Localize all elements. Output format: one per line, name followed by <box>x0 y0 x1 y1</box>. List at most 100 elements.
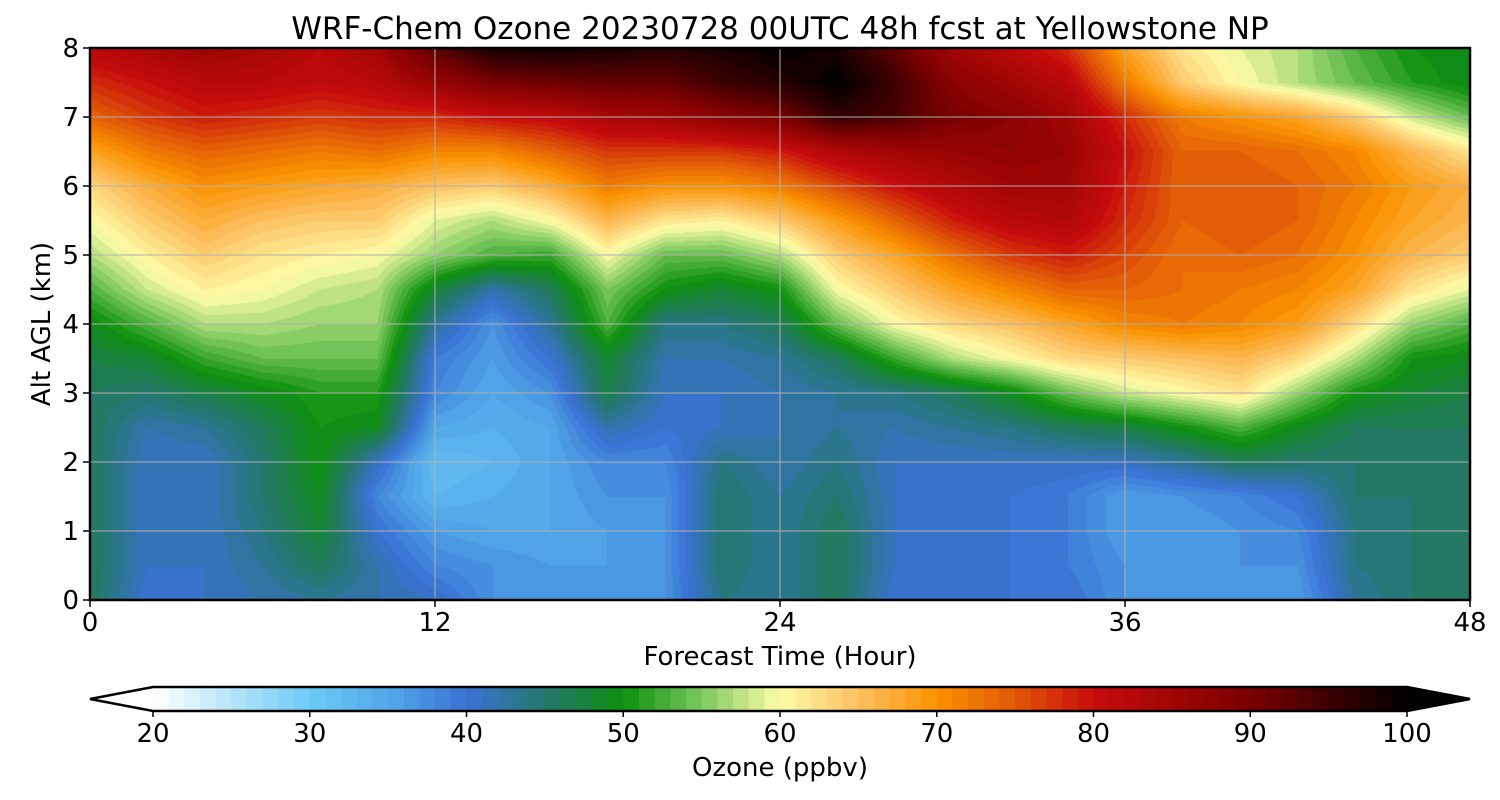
colorbar-band <box>1140 687 1157 711</box>
colorbar-band <box>1124 687 1142 711</box>
colorbar-band <box>1015 687 1032 711</box>
colorbar-band <box>717 687 734 711</box>
colorbar-band <box>294 687 311 711</box>
chart-title: WRF-Chem Ozone 20230728 00UTC 48h fcst a… <box>291 11 1268 47</box>
colorbar-band <box>1156 687 1173 711</box>
colorbar-bands <box>153 687 1408 711</box>
colorbar-band <box>1328 687 1345 711</box>
colorbar-band <box>827 687 844 711</box>
colorbar-band <box>184 687 201 711</box>
colorbar-band <box>701 687 718 711</box>
colorbar-band <box>341 687 358 711</box>
x-tick-label: 36 <box>1108 608 1141 638</box>
y-tick-label: 5 <box>62 241 79 271</box>
colorbar-band <box>231 687 248 711</box>
colorbar-band <box>858 687 875 711</box>
colorbar-band <box>153 687 170 711</box>
colorbar-band <box>1344 687 1361 711</box>
colorbar-band <box>1046 687 1063 711</box>
colorbar-band <box>654 687 671 711</box>
y-axis: 0 1 2 3 4 5 6 7 8 <box>62 34 90 616</box>
colorbar-band <box>435 687 452 711</box>
colorbar-band <box>1281 687 1298 711</box>
colorbar-band <box>842 687 859 711</box>
colorbar-band <box>372 687 389 711</box>
colorbar-band <box>262 687 280 711</box>
colorbar: 20 30 40 50 60 70 80 90 100 Ozone (ppbv) <box>89 685 1471 783</box>
colorbar-band <box>1234 687 1251 711</box>
colorbar-band <box>497 687 515 711</box>
colorbar-band <box>999 687 1016 711</box>
colorbar-band <box>905 687 922 711</box>
colorbar-band <box>560 687 577 711</box>
colorbar-band <box>482 687 499 711</box>
colorbar-tick-label: 70 <box>920 719 953 749</box>
colorbar-band <box>1203 687 1220 711</box>
colorbar-band <box>764 687 781 711</box>
x-tick-label: 24 <box>763 608 796 638</box>
colorbar-band <box>466 687 483 711</box>
x-tick-label: 48 <box>1453 608 1486 638</box>
colorbar-band <box>356 687 374 711</box>
y-tick-label: 1 <box>62 517 79 547</box>
colorbar-band <box>1391 687 1408 711</box>
colorbar-band <box>795 687 812 711</box>
colorbar-ticks: 20 30 40 50 60 70 80 90 100 <box>136 711 1432 749</box>
colorbar-tick-label: 60 <box>763 719 796 749</box>
colorbar-band <box>1187 687 1204 711</box>
colorbar-band <box>1359 687 1377 711</box>
colorbar-band <box>732 687 750 711</box>
colorbar-band <box>1250 687 1267 711</box>
colorbar-band <box>936 687 954 711</box>
colorbar-band <box>544 687 562 711</box>
colorbar-band <box>325 687 342 711</box>
colorbar-band <box>1218 687 1236 711</box>
colorbar-band <box>874 687 891 711</box>
y-axis-label: Alt AGL (km) <box>27 242 57 406</box>
colorbar-band <box>748 687 765 711</box>
colorbar-band <box>388 687 405 711</box>
y-tick-label: 6 <box>62 172 79 202</box>
colorbar-band <box>513 687 530 711</box>
colorbar-tick-label: 30 <box>293 719 326 749</box>
colorbar-tick-label: 50 <box>607 719 640 749</box>
x-axis: 0 12 24 36 48 <box>82 600 1487 638</box>
colorbar-band <box>168 687 185 711</box>
colorbar-band <box>1109 687 1126 711</box>
colorbar-band <box>247 687 264 711</box>
y-tick-label: 8 <box>62 34 79 64</box>
colorbar-band <box>1171 687 1189 711</box>
colorbar-label: Ozone (ppbv) <box>692 753 868 783</box>
colorbar-band <box>1265 687 1283 711</box>
colorbar-band <box>811 687 828 711</box>
x-tick-label: 0 <box>82 608 99 638</box>
colorbar-band <box>638 687 656 711</box>
colorbar-extend-low <box>90 687 153 711</box>
colorbar-band <box>1297 687 1314 711</box>
y-tick-label: 2 <box>62 448 79 478</box>
colorbar-band <box>685 687 703 711</box>
y-tick-label: 3 <box>62 379 79 409</box>
colorbar-band <box>623 687 640 711</box>
colorbar-band <box>921 687 938 711</box>
colorbar-tick-label: 80 <box>1077 719 1110 749</box>
colorbar-band <box>670 687 687 711</box>
colorbar-band <box>403 687 421 711</box>
grid-lines <box>90 48 1470 600</box>
colorbar-band <box>200 687 217 711</box>
colorbar-band <box>983 687 1001 711</box>
x-tick-label: 12 <box>418 608 451 638</box>
colorbar-band <box>1077 687 1095 711</box>
y-tick-label: 4 <box>62 310 79 340</box>
colorbar-band <box>1062 687 1079 711</box>
colorbar-tick-label: 40 <box>450 719 483 749</box>
colorbar-band <box>968 687 985 711</box>
colorbar-band <box>309 687 327 711</box>
colorbar-band <box>1312 687 1330 711</box>
colorbar-tick-label: 100 <box>1382 719 1432 749</box>
colorbar-band <box>1030 687 1048 711</box>
x-axis-label: Forecast Time (Hour) <box>643 642 916 672</box>
colorbar-band <box>591 687 609 711</box>
colorbar-band <box>607 687 624 711</box>
